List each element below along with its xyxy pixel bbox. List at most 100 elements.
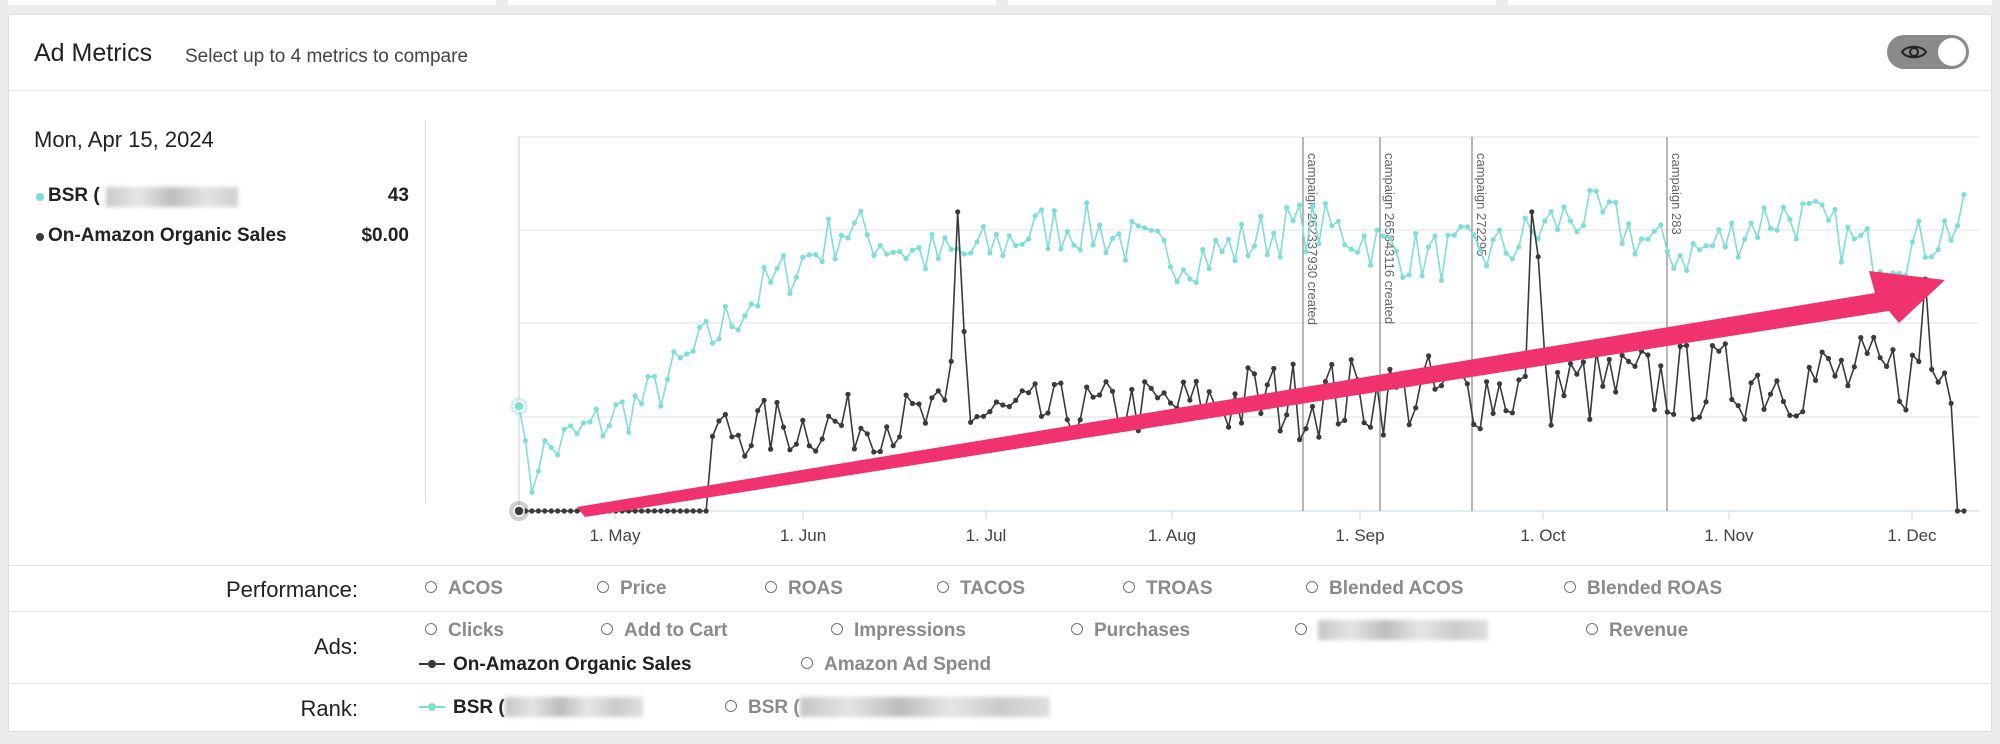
bsr-point xyxy=(1819,202,1825,208)
bsr-point xyxy=(942,235,948,241)
bsr-point xyxy=(1335,218,1341,224)
bsr-point xyxy=(1006,233,1012,239)
option-purchases[interactable]: Purchases xyxy=(1071,620,1190,642)
bsr-point xyxy=(1226,236,1232,242)
bsr-point xyxy=(1193,279,1199,285)
organic-sales-point xyxy=(1329,361,1335,368)
organic-sales-point xyxy=(1361,420,1367,426)
bsr-point xyxy=(1445,232,1451,238)
bsr-point xyxy=(1600,209,1606,215)
card-title: Ad Metrics xyxy=(34,39,153,67)
option-amazon-ad-spend[interactable]: Amazon Ad Spend xyxy=(801,654,991,676)
bsr-point xyxy=(1626,221,1632,227)
bsr-point xyxy=(1574,229,1580,235)
option-label: Price xyxy=(620,578,667,599)
organic-sales-point xyxy=(1161,390,1167,396)
option-blended-acos[interactable]: Blended ACOS xyxy=(1306,578,1463,600)
bsr-point xyxy=(1638,236,1645,242)
bsr-point xyxy=(1619,240,1625,246)
metrics-chart[interactable]: campaign 262337930 created campaign 26584… xyxy=(439,115,1989,555)
bsr-point xyxy=(1516,244,1522,250)
organic-sales-point xyxy=(1632,363,1638,369)
bsr-point xyxy=(1129,218,1135,225)
bsr-point xyxy=(1374,227,1380,233)
organic-sales-point xyxy=(1948,400,1954,406)
bsr-point xyxy=(1187,276,1193,282)
bsr-point xyxy=(871,252,877,258)
bsr-point xyxy=(1845,224,1851,230)
organic-sales-point xyxy=(1387,366,1393,372)
organic-sales-point xyxy=(1877,355,1883,361)
series-line-icon xyxy=(419,658,445,670)
ad-metrics-card: Ad Metrics Select up to 4 metrics to com… xyxy=(8,14,1993,732)
organic-sales-point xyxy=(1155,395,1161,401)
bsr-point xyxy=(922,266,928,272)
option-blended-roas[interactable]: Blended ROAS xyxy=(1564,578,1722,600)
option-bsr-selected[interactable]: BSR ( xyxy=(419,697,643,719)
series-dot xyxy=(36,233,44,241)
x-tick-label: 1. May xyxy=(589,526,641,545)
organic-sales-point xyxy=(1548,422,1554,428)
option-redacted[interactable] xyxy=(1295,620,1488,642)
option-roas[interactable]: ROAS xyxy=(765,578,843,600)
bsr-point xyxy=(1767,225,1774,232)
organic-sales-point xyxy=(671,508,677,514)
option-impressions[interactable]: Impressions xyxy=(831,620,966,642)
bsr-point xyxy=(664,376,670,382)
organic-sales-point xyxy=(993,399,1000,405)
option-label: Impressions xyxy=(854,620,966,641)
tooltip-panel xyxy=(9,91,429,565)
option-price[interactable]: Price xyxy=(597,578,666,600)
organic-sales-point xyxy=(1277,428,1283,434)
visibility-toggle[interactable] xyxy=(1887,35,1969,69)
organic-sales-point xyxy=(1245,365,1251,371)
organic-sales-point xyxy=(1677,343,1683,349)
option-label: Amazon Ad Spend xyxy=(824,654,992,675)
organic-sales-point xyxy=(1529,209,1535,215)
organic-sales-point xyxy=(1297,437,1303,443)
option-clicks[interactable]: Clicks xyxy=(425,620,504,642)
bsr-point xyxy=(1961,192,1967,198)
bsr-point xyxy=(1838,259,1844,265)
option-organic-sales[interactable]: On-Amazon Organic Sales xyxy=(419,654,692,676)
organic-sales-point xyxy=(1871,334,1877,340)
bsr-point xyxy=(561,426,567,432)
top-strip xyxy=(0,0,2000,14)
series-organic-sales xyxy=(509,209,1967,521)
bsr-point xyxy=(1271,230,1277,236)
organic-sales-point xyxy=(1503,408,1509,414)
bsr-point xyxy=(980,224,987,230)
organic-sales-point xyxy=(800,417,806,423)
organic-sales-point xyxy=(1645,352,1651,358)
organic-sales-point xyxy=(1703,399,1709,405)
option-bsr-other[interactable]: BSR ( xyxy=(725,697,1050,719)
bsr-point xyxy=(1219,249,1225,255)
option-tacos[interactable]: TACOS xyxy=(937,578,1025,600)
organic-sales-point xyxy=(755,408,761,414)
option-revenue[interactable]: Revenue xyxy=(1586,620,1688,642)
bsr-point xyxy=(1038,207,1045,213)
bsr-point xyxy=(1748,220,1754,226)
hover-point xyxy=(513,505,525,517)
organic-sales-point xyxy=(574,508,580,514)
bsr-point xyxy=(948,246,954,252)
bsr-point xyxy=(1367,262,1374,268)
radio-circle xyxy=(1123,581,1135,593)
organic-sales-point xyxy=(955,209,961,215)
bsr-point xyxy=(1200,246,1206,253)
organic-sales-point xyxy=(1516,377,1522,383)
bsr-point xyxy=(748,301,754,307)
option-troas[interactable]: TROAS xyxy=(1123,578,1213,600)
bsr-point xyxy=(897,249,903,255)
option-add-to-cart[interactable]: Add to Cart xyxy=(601,620,727,642)
bsr-point xyxy=(1800,201,1806,207)
bsr-point xyxy=(1180,267,1186,273)
bsr-point xyxy=(1703,243,1709,249)
bsr-point xyxy=(1400,274,1406,280)
organic-sales-point xyxy=(1290,361,1296,367)
organic-sales-point xyxy=(942,397,948,403)
bsr-point xyxy=(1535,236,1541,242)
option-acos[interactable]: ACOS xyxy=(425,578,503,600)
organic-sales-point xyxy=(645,508,651,514)
organic-sales-point xyxy=(826,413,832,419)
